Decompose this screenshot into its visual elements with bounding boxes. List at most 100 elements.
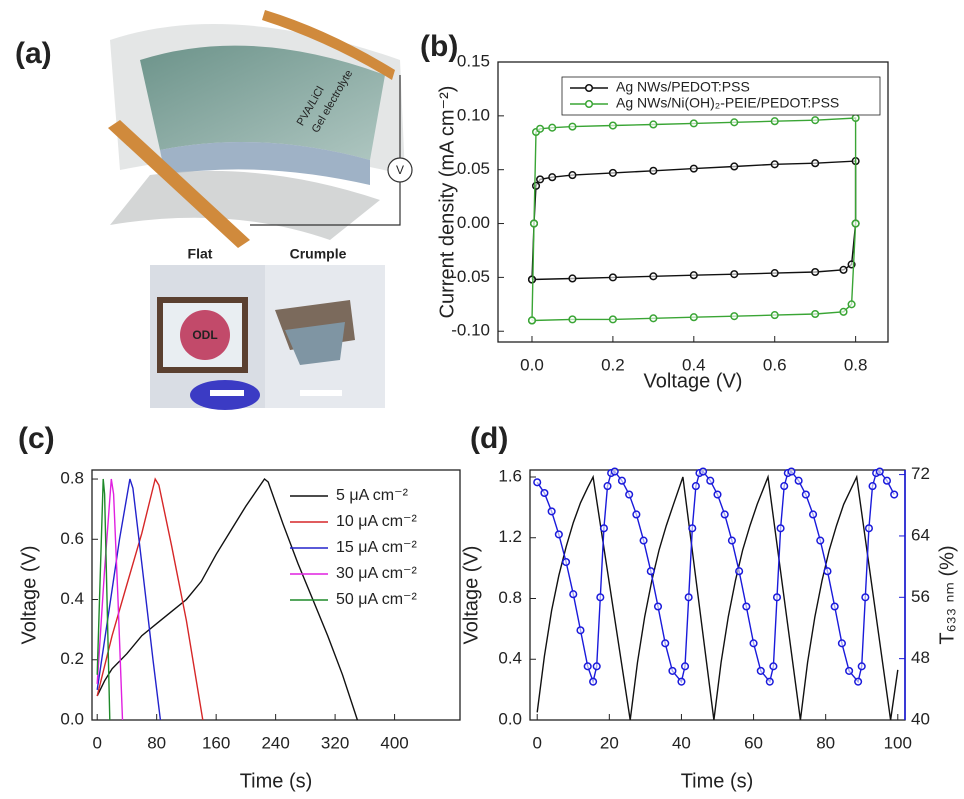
marker [531, 181, 541, 190]
photo-label: Crumple [290, 246, 347, 262]
marker [772, 593, 782, 602]
y-tick-label: 0.4 [498, 649, 522, 668]
y2-tick-label: 64 [911, 525, 930, 544]
marker [540, 488, 549, 498]
series-line [96, 477, 359, 721]
marker [608, 121, 617, 130]
marker [568, 122, 577, 131]
plot-frame [91, 469, 461, 721]
legend-marker [584, 83, 594, 93]
marker [851, 219, 860, 228]
y-tick-label: 1.6 [498, 466, 522, 485]
marker [730, 162, 739, 171]
x-tick-label: 0.2 [601, 355, 625, 374]
y-axis-label: Voltage (V) [460, 546, 482, 645]
copper-strip [108, 120, 250, 248]
marker [547, 507, 556, 516]
marker [689, 164, 698, 173]
marker [583, 662, 592, 671]
marker [890, 490, 899, 499]
bottom-layer [110, 170, 380, 240]
wire [250, 182, 401, 226]
marker [735, 567, 744, 576]
meter-label: V [396, 163, 404, 177]
marker [882, 476, 892, 485]
marker [837, 639, 846, 648]
marker [649, 120, 658, 129]
marker [713, 490, 722, 499]
marker [699, 467, 708, 476]
marker [639, 536, 648, 545]
x-tick-label: 0.4 [682, 355, 706, 374]
photo-label: Flat [188, 246, 213, 262]
series-line [96, 478, 124, 721]
marker [608, 315, 617, 324]
marker [668, 666, 677, 675]
marker [569, 590, 578, 599]
marker [770, 311, 779, 320]
marker [854, 677, 863, 686]
marker [689, 271, 698, 280]
marker [548, 123, 557, 132]
scale-bar [300, 390, 342, 396]
marker [689, 313, 698, 322]
marker [868, 482, 877, 491]
marker [688, 524, 697, 533]
gel-layer [160, 142, 370, 185]
marker [770, 117, 779, 126]
marker [727, 536, 736, 545]
marker [787, 467, 796, 476]
legend-marker [584, 99, 594, 109]
panel-label: (a) [15, 37, 52, 70]
marker [568, 315, 577, 324]
y-axis-label: Voltage (V) [18, 546, 40, 645]
copper-strip [262, 10, 395, 80]
x-tick-label: 100 [884, 733, 912, 752]
device-illustration: V PVA/LiCl Gel electrolyte [108, 10, 413, 248]
panel-label: (d) [470, 422, 508, 455]
x-tick-label: 40 [672, 733, 691, 752]
x-axis-label: Time (s) [681, 770, 754, 792]
y-tick-label: 0.8 [60, 469, 84, 488]
photos: ODL Flat Crumple [150, 246, 385, 410]
marker [756, 666, 765, 675]
y-tick-label: 0.2 [60, 649, 84, 668]
marker [527, 275, 537, 284]
marker [730, 312, 739, 321]
marker [529, 219, 539, 228]
marker [646, 567, 655, 576]
marker [592, 662, 601, 671]
y2-axis-label: T₆₃₃ ₙₘ (%) [936, 545, 958, 644]
marker [839, 265, 848, 274]
x-axis-label: Voltage (V) [644, 370, 743, 392]
marker [527, 316, 537, 325]
marker [794, 476, 803, 485]
series-line [536, 470, 895, 685]
marker [691, 482, 700, 491]
legend-label: 50 μA cm⁻² [336, 591, 417, 608]
marker [742, 602, 751, 611]
marker [776, 524, 785, 533]
marker [823, 567, 832, 576]
y2-tick-label: 40 [911, 709, 930, 728]
y-tick-label: 0.05 [457, 159, 490, 178]
x-tick-label: 20 [600, 733, 619, 752]
marker [720, 510, 729, 519]
legend-label: 30 μA cm⁻² [336, 565, 417, 582]
marker [680, 662, 690, 671]
legend-frame [561, 76, 881, 116]
device-crumpled [285, 322, 345, 365]
voltmeter [387, 157, 413, 183]
marker [875, 467, 884, 476]
marker [689, 119, 698, 128]
marker [845, 666, 854, 675]
marker [839, 307, 848, 316]
x-tick-label: 0 [532, 733, 541, 752]
marker [568, 274, 577, 283]
y2-tick-label: 56 [911, 587, 930, 606]
marker [608, 168, 617, 177]
marker [811, 159, 820, 168]
marker [599, 524, 608, 533]
marker [562, 557, 571, 567]
series-line [96, 478, 111, 721]
